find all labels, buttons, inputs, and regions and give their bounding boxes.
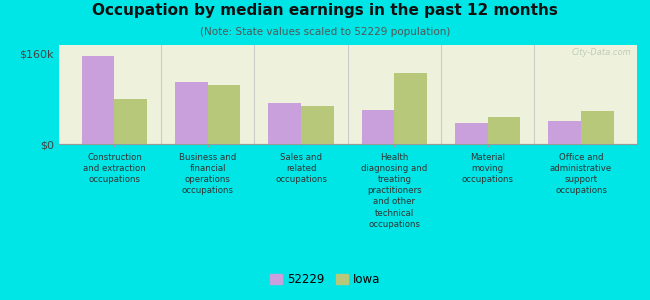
Legend: 52229, Iowa: 52229, Iowa	[265, 269, 385, 291]
Text: Occupation by median earnings in the past 12 months: Occupation by median earnings in the pas…	[92, 3, 558, 18]
Bar	[362, 110, 395, 144]
Bar	[175, 82, 208, 144]
Bar	[581, 111, 614, 144]
Text: Material
moving
occupations: Material moving occupations	[462, 153, 514, 184]
Bar	[208, 85, 240, 144]
Bar	[268, 103, 301, 144]
Bar	[488, 117, 521, 144]
Bar	[395, 73, 427, 144]
Bar	[114, 99, 147, 144]
Text: Construction
and extraction
occupations: Construction and extraction occupations	[83, 153, 146, 184]
Bar	[301, 106, 333, 144]
Bar	[455, 122, 488, 144]
Text: Business and
financial
operations
occupations: Business and financial operations occupa…	[179, 153, 237, 195]
Text: (Note: State values scaled to 52229 population): (Note: State values scaled to 52229 popu…	[200, 27, 450, 37]
Text: Sales and
related
occupations: Sales and related occupations	[275, 153, 327, 184]
Text: City-Data.com: City-Data.com	[571, 48, 631, 57]
Text: Health
diagnosing and
treating
practitioners
and other
technical
occupations: Health diagnosing and treating practitio…	[361, 153, 428, 229]
Bar	[549, 122, 581, 144]
Bar	[82, 56, 114, 144]
Text: Office and
administrative
support
occupations: Office and administrative support occupa…	[550, 153, 612, 195]
